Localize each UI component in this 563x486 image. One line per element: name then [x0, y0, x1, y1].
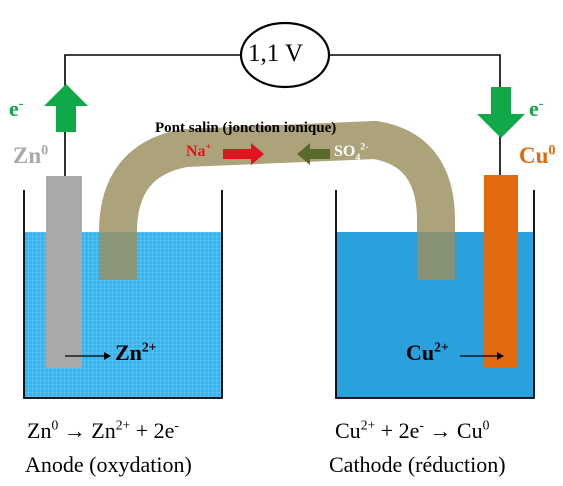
na-ion-label: Na+ — [186, 141, 212, 160]
voltage-reading: 1,1 V — [248, 40, 304, 67]
electron-label-left: e- — [9, 95, 24, 121]
cu-ion-label: Cu2+ — [406, 339, 449, 365]
salt-bridge — [99, 120, 455, 280]
cathode-label: Cathode (réduction) — [329, 452, 506, 477]
zinc-electrode — [46, 176, 82, 368]
na-arrow — [223, 143, 264, 165]
circuit-wire — [64, 54, 242, 200]
so4-ion-label: SO42- — [334, 141, 369, 164]
electron-arrow-down — [477, 87, 525, 138]
so4-arrow — [297, 143, 330, 165]
cathode-equation: Cu2+ + 2e- → Cu0 — [335, 417, 490, 443]
electron-arrow-up — [44, 84, 88, 132]
copper-electrode — [484, 175, 518, 368]
zn-ion-label: Zn2+ — [115, 339, 157, 365]
zinc-label: Zn0 — [13, 142, 49, 168]
salt-bridge-title: Pont salin (jonction ionique) — [155, 120, 337, 136]
anode-label: Anode (oxydation) — [25, 452, 192, 477]
copper-label: Cu0 — [519, 142, 556, 168]
electron-label-right: e- — [529, 95, 544, 121]
voltmeter — [239, 21, 331, 89]
anode-equation: Zn0 → Zn2+ + 2e- — [27, 417, 179, 443]
left-beaker — [23, 190, 223, 399]
right-beaker — [335, 190, 535, 399]
